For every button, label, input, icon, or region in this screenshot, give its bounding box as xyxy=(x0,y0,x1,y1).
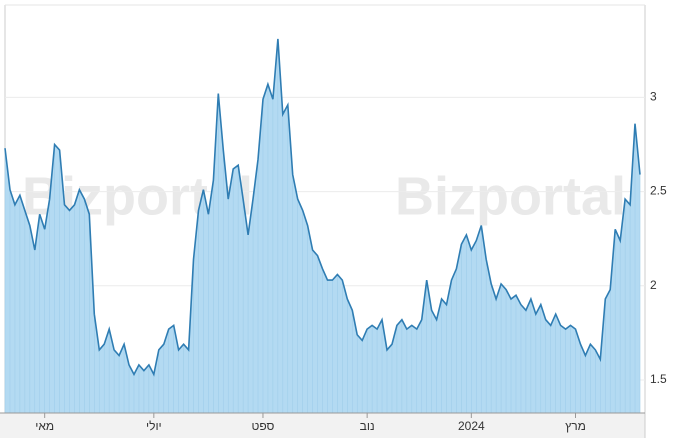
x-tick-label: ספט xyxy=(252,419,275,433)
x-axis-band xyxy=(0,413,645,438)
price-line xyxy=(4,38,641,377)
y-tick-label: 2 xyxy=(650,278,657,292)
y-tick-label: 3 xyxy=(650,90,657,104)
x-tick-label: 2024 xyxy=(458,419,485,433)
x-tick-label: מרץ xyxy=(565,419,586,433)
y-tick-label: 1.5 xyxy=(650,372,667,386)
y-tick-label: 2.5 xyxy=(650,184,667,198)
x-tick-label: נוב xyxy=(360,419,375,433)
x-tick-label: מאי xyxy=(35,419,54,433)
watermark: Bizportal xyxy=(395,166,626,226)
x-tick-label: יולי xyxy=(146,419,162,433)
